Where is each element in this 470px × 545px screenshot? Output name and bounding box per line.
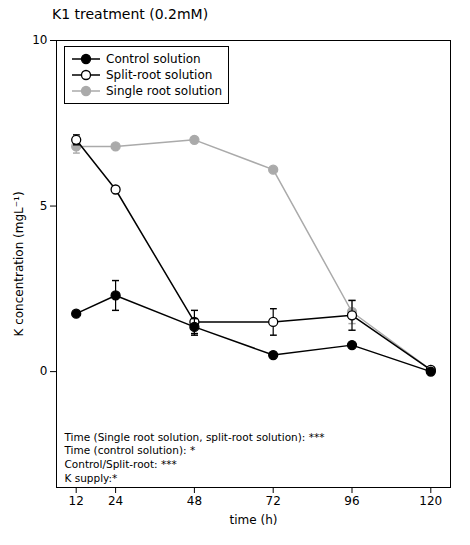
html-text:Split-root solution: Split-root solution xyxy=(106,68,213,82)
html-text:Single root solution: Single root solution xyxy=(106,84,223,98)
svg-text:5: 5 xyxy=(40,199,48,213)
html-text:K1 treatment (0.2mM): K1 treatment (0.2mM) xyxy=(52,6,209,22)
svg-text:12: 12 xyxy=(69,494,84,508)
svg-text:24: 24 xyxy=(108,494,123,508)
svg-text:72: 72 xyxy=(266,494,281,508)
svg-text:48: 48 xyxy=(187,494,202,508)
svg-text:120: 120 xyxy=(419,494,442,508)
svg-text:96: 96 xyxy=(344,494,359,508)
svg-text:Time (Single root solution, sp: Time (Single root solution, split-root s… xyxy=(64,431,325,484)
svg-text:0: 0 xyxy=(40,364,48,378)
svg-text:K concentration (mgL⁻¹): K concentration (mgL⁻¹) xyxy=(12,191,26,336)
svg-text:10: 10 xyxy=(32,33,47,47)
html-text:Control solution: Control solution xyxy=(106,52,201,66)
svg-text:time (h): time (h) xyxy=(230,513,278,527)
